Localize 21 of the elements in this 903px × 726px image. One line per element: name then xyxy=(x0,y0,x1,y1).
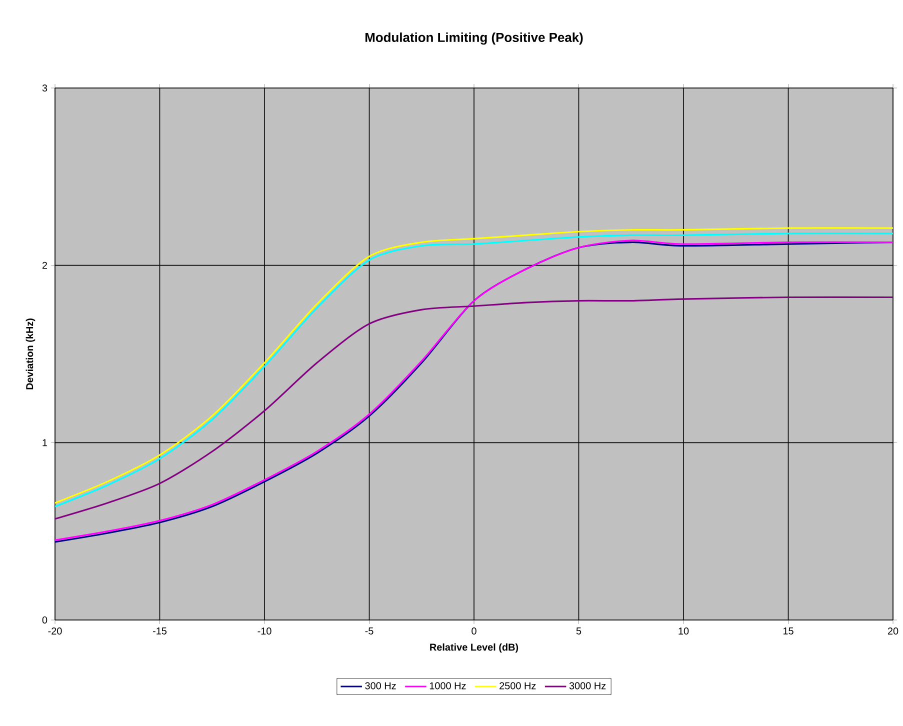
line-series xyxy=(55,296,894,520)
x-tick-label: 20 xyxy=(888,628,898,635)
x-tick-label: -15 xyxy=(152,628,167,634)
y-tick-label: 2 xyxy=(42,262,47,269)
x-tick-label: -10 xyxy=(258,628,272,635)
legend-label: 300 Hz xyxy=(365,682,396,690)
x-tick-label: 10 xyxy=(678,628,689,635)
y-tick-label: 3 xyxy=(42,84,48,92)
x-tick-label: -20 xyxy=(48,628,62,635)
y-axis-title: Deviation (kHz) xyxy=(26,318,36,390)
x-tick-label: 5 xyxy=(576,628,582,634)
y-tick-label: 0 xyxy=(42,616,48,624)
x-tick-label: 0 xyxy=(472,628,476,635)
legend-label: 3000 Hz xyxy=(569,682,606,690)
legend-label: 2500 Hz xyxy=(500,682,536,690)
chart-title: Modulation Limiting (Positive Peak) xyxy=(365,32,583,45)
x-tick-label: 15 xyxy=(783,628,794,634)
y-tick-label: 1 xyxy=(42,439,48,446)
x-tick-label: -5 xyxy=(365,628,374,634)
x-axis-title: Relative Level (dB) xyxy=(430,643,518,653)
legend-label: 1000 Hz xyxy=(430,682,466,690)
